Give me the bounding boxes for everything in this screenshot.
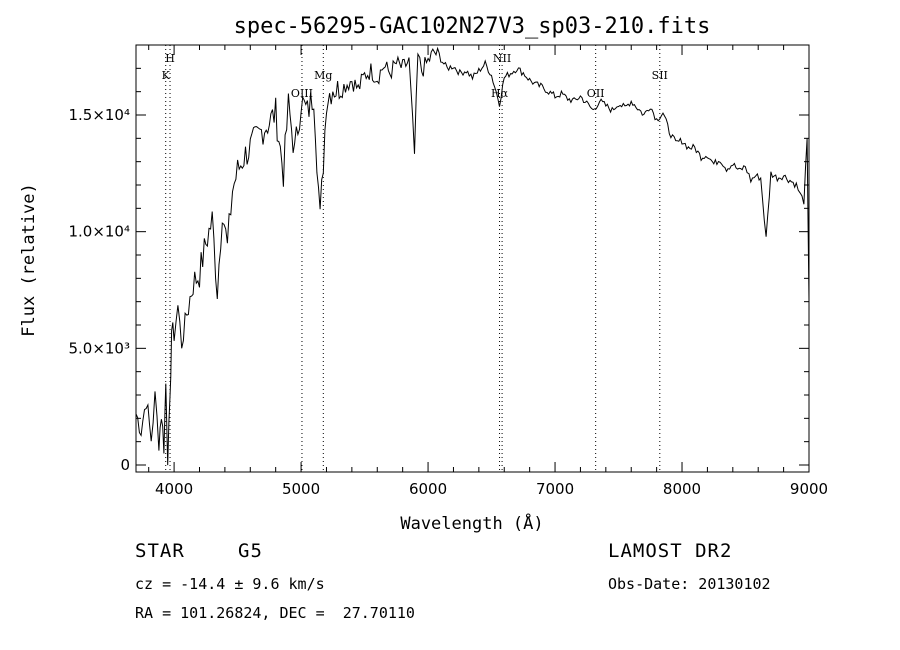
marker-label-2: OIII [291,87,313,100]
velocity-text: cz = -14.4 ± 9.6 km/s [135,575,325,593]
x-axis-label: Wavelength (Å) [400,512,543,534]
chart-title: spec-56295-GAC102N27V3_sp03-210.fits [234,14,711,39]
marker-label-5: NII [493,52,511,65]
plot-frame [135,44,810,473]
obs-date: Obs-Date: 20130102 [608,575,771,593]
axes: 4000 5000 6000 7000 8000 9000 0 5.0×10³ 1.0×10⁴ 1… [68,44,828,498]
x-tick-label-0: 4000 [155,480,193,498]
coordinates: RA = 101.26824, DEC = 27.70110 [135,604,415,622]
y-tick-label-2: 1.0×10⁴ [68,223,130,241]
y-tick-label-1: 5.0×10³ [68,339,130,357]
spectrum-line [136,46,809,466]
x-tick-label-4: 8000 [663,480,701,498]
x-tick-label-1: 5000 [282,480,320,498]
marker-label-0: K [162,69,171,82]
y-tick-label-0: 0 [120,456,130,474]
y-axis-label: Flux (relative) [19,183,39,337]
x-tick-label-2: 6000 [409,480,447,498]
x-tick-label-5: 9000 [790,480,828,498]
x-tick-label-3: 7000 [536,480,574,498]
marker-label-3: Mg [314,69,332,82]
marker-label-4: Hα [491,87,509,100]
marker-label-1: H [165,52,175,65]
marker-label-6: OII [587,87,605,100]
marker-label-7: SII [652,69,668,82]
survey-name: LAMOST DR2 [608,540,733,562]
object-class: STAR [135,540,185,562]
subclass: G5 [238,540,263,562]
y-tick-label-3: 1.5×10⁴ [68,106,130,124]
